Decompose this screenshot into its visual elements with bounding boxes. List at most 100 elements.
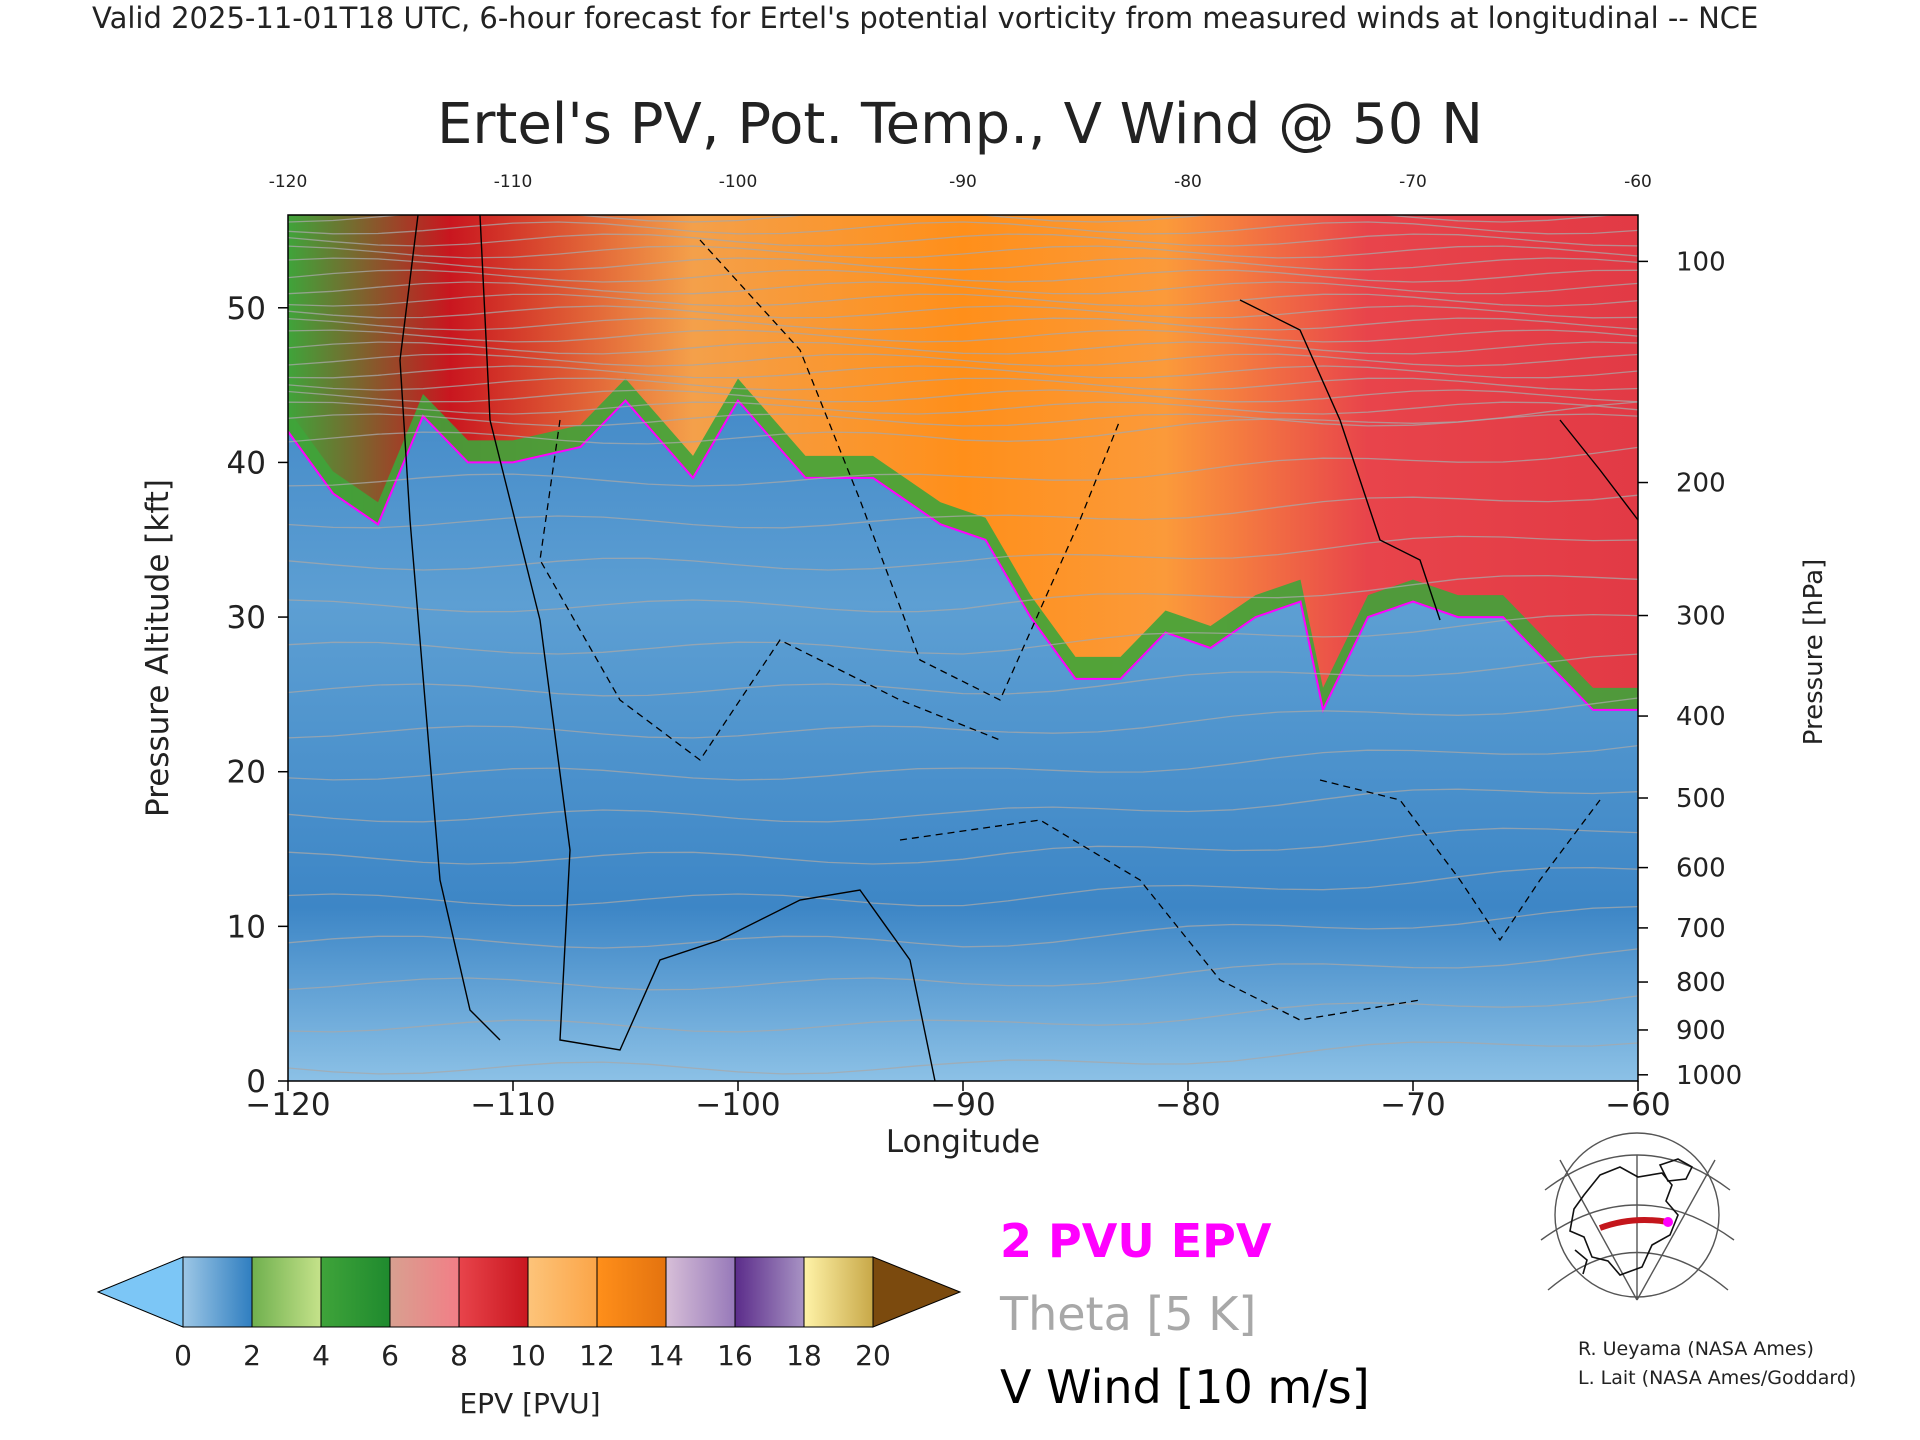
theta-isoline — [288, 995, 1638, 1033]
x-tick-label: −100 — [695, 1087, 780, 1123]
x-axis-top: -120 -110 -100 -90 -80 -70 -60 — [269, 172, 1652, 192]
epv-2pvu-contour — [288, 398, 1638, 713]
theta-isoline — [288, 353, 1638, 367]
colorbar-tick-label: 2 — [243, 1339, 261, 1372]
theta-isoline — [288, 257, 1638, 271]
v-wind-solid-contour — [1559, 419, 1638, 521]
colorbar-bin — [320, 1256, 391, 1328]
colorbar-tick-label: 20 — [855, 1339, 891, 1372]
colorbar-tick-label: 6 — [381, 1339, 399, 1372]
y-tick-label: 0 — [246, 1064, 266, 1100]
theta-isoline — [288, 293, 1638, 307]
y-axis-label: Pressure Altitude [kft] — [140, 479, 176, 817]
pressure-tick-label: 600 — [1676, 854, 1726, 884]
colorbar-tick-label: 18 — [786, 1339, 822, 1372]
colorbar-tick-label: 12 — [579, 1339, 615, 1372]
x-tick-label: −120 — [245, 1087, 330, 1123]
colorbar-over-arrow — [872, 1256, 962, 1328]
colorbar-bin — [803, 1256, 874, 1328]
colorbar-bin — [389, 1256, 460, 1328]
theta-isoline — [288, 446, 1638, 487]
theta-isoline — [288, 341, 1638, 355]
theta-isoline — [288, 365, 1638, 379]
y-tick-label: 40 — [227, 445, 266, 481]
x-top-tick-label: -90 — [949, 172, 977, 192]
chart-title: Ertel's PV, Pot. Temp., V Wind @ 50 N — [437, 92, 1483, 157]
theta-isoline — [288, 574, 1638, 613]
colorbar-bin — [527, 1256, 598, 1328]
x-top-tick-label: -110 — [494, 172, 533, 192]
theta-isoline — [288, 317, 1638, 331]
legend-v-wind: V Wind [10 m/s] — [1000, 1360, 1370, 1414]
v-wind-solid-contour — [479, 215, 936, 1081]
theta-isoline — [288, 494, 1638, 529]
pressure-tick-label: 100 — [1676, 247, 1726, 277]
colorbar-tick-label: 8 — [450, 1339, 468, 1372]
colorbar-bin — [596, 1256, 667, 1328]
colorbar-label: EPV [PVU] — [459, 1387, 600, 1420]
pressure-tick-label: 300 — [1676, 602, 1726, 632]
pressure-tick-label: 400 — [1676, 702, 1726, 732]
v-wind-solid-contour — [1239, 299, 1441, 621]
theta-isoline — [288, 329, 1638, 343]
theta-isoline — [288, 305, 1638, 319]
x-tick-label: −110 — [470, 1087, 555, 1123]
x-axis-label: Longitude — [886, 1124, 1040, 1160]
pressure-axis-label: Pressure [hPa] — [1799, 559, 1829, 746]
x-tick-label: −70 — [1380, 1087, 1445, 1123]
colorbar-bin — [251, 1256, 322, 1328]
colorbar-tick-label: 14 — [648, 1339, 684, 1372]
credit-author-2: L. Lait (NASA Ames/Goddard) — [1578, 1367, 1857, 1389]
x-top-tick-label: -70 — [1399, 172, 1427, 192]
plot-area — [288, 215, 1638, 1081]
theta-isoline — [288, 1041, 1638, 1075]
pressure-tick-label: 800 — [1676, 968, 1726, 998]
v-wind-dashed-contour — [539, 419, 1001, 761]
colorbar-bin — [665, 1256, 736, 1328]
x-top-tick-label: -120 — [269, 172, 308, 192]
theta-isoline — [288, 389, 1638, 403]
y-axis-left: 0 10 20 30 40 50 — [227, 291, 288, 1100]
theta-contours — [288, 215, 1638, 1075]
valid-time-header: Valid 2025-11-01T18 UTC, 6-hour forecast… — [92, 1, 1758, 35]
v-wind-solid-contour — [399, 215, 501, 1041]
colorbar-bin — [182, 1256, 253, 1328]
y-tick-label: 50 — [227, 291, 266, 327]
theta-isoline — [288, 245, 1638, 259]
colorbar-tick-label: 0 — [174, 1339, 192, 1372]
theta-isoline — [288, 269, 1638, 283]
theta-isoline — [288, 221, 1638, 235]
y-tick-label: 30 — [227, 600, 266, 636]
theta-isoline — [288, 401, 1638, 445]
theta-isoline — [288, 401, 1638, 415]
theta-isoline — [288, 948, 1638, 991]
theta-isoline — [288, 215, 1619, 223]
y-axis-right-pressure: 100 200 300 400 500 600 700 800 900 1000 — [1638, 247, 1742, 1091]
theta-isoline — [288, 413, 1638, 427]
x-top-tick-label: -100 — [719, 172, 758, 192]
theta-isoline — [288, 788, 1638, 823]
x-axis: −120 −110 −100 −90 −80 −70 −60 — [245, 1081, 1671, 1123]
v-wind-dashed-contour — [899, 819, 1421, 1021]
legend-theta: Theta [5 K] — [999, 1287, 1256, 1341]
theta-isoline — [288, 377, 1638, 391]
theta-isoline — [288, 535, 1638, 571]
epv-colorbar: 0 2 4 6 8 10 12 14 16 18 20 — [96, 1256, 962, 1372]
colorbar-tick-label: 16 — [717, 1339, 753, 1372]
theta-isoline — [288, 827, 1638, 865]
x-tick-label: −80 — [1155, 1087, 1220, 1123]
y-tick-label: 20 — [227, 755, 266, 791]
x-tick-label: −60 — [1605, 1087, 1670, 1123]
v-wind-dashed-contour — [1319, 779, 1601, 942]
pressure-tick-label: 900 — [1676, 1016, 1726, 1046]
theta-isoline — [288, 866, 1638, 907]
colorbar-bin — [734, 1256, 805, 1328]
pressure-tick-label: 200 — [1676, 469, 1726, 499]
v-wind-contours — [399, 215, 1638, 1081]
theta-isoline — [288, 613, 1638, 655]
colorbar-tick-label: 4 — [312, 1339, 330, 1372]
theta-isoline — [288, 653, 1638, 697]
theta-isoline — [288, 697, 1638, 739]
theta-isoline — [288, 281, 1638, 295]
